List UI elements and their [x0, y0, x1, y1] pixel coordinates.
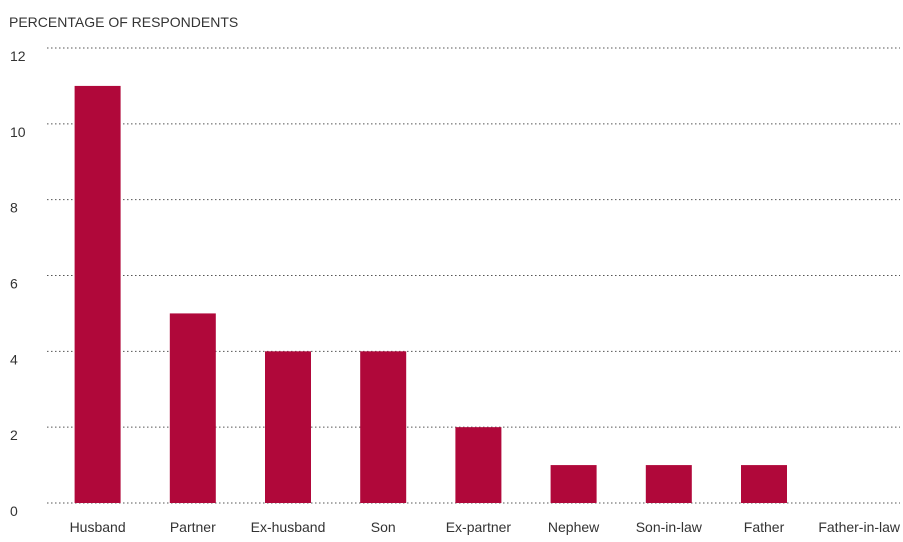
x-tick-label-father-in-law: Father-in-law: [818, 519, 901, 535]
bar-ex-partner: [455, 427, 502, 503]
bar-son: [360, 351, 407, 503]
y-tick-label-0: 0: [10, 503, 18, 519]
x-tick-label-ex-husband: Ex-husband: [251, 519, 326, 535]
x-tick-label-son-in-law: Son-in-law: [636, 519, 703, 535]
x-tick-label-ex-partner: Ex-partner: [446, 519, 512, 535]
x-tick-label-partner: Partner: [170, 519, 216, 535]
y-axis-title: PERCENTAGE OF RESPONDENTS: [9, 14, 238, 30]
bar-nephew: [550, 465, 597, 503]
bar-ex-husband: [265, 351, 311, 503]
bar-husband: [74, 85, 121, 504]
y-tick-label-8: 8: [10, 200, 18, 216]
x-tick-label-father: Father: [744, 519, 785, 535]
x-axis-ticks: Husband Partner Ex-husband Son Ex-partner Nep…: [70, 519, 901, 535]
bar-son-in-law: [645, 465, 692, 503]
y-tick-label-4: 4: [10, 351, 18, 367]
x-tick-label-son: Son: [371, 519, 396, 535]
x-tick-label-husband: Husband: [70, 519, 126, 535]
bar-father: [741, 465, 787, 503]
y-tick-label-12: 12: [10, 48, 26, 64]
y-axis-ticks: 0 2 4 6 8 10 12: [10, 48, 26, 519]
y-tick-label-10: 10: [10, 124, 26, 140]
x-tick-label-nephew: Nephew: [548, 519, 600, 535]
bar-partner: [169, 313, 216, 503]
y-tick-label-6: 6: [10, 276, 18, 292]
bars: [74, 85, 787, 504]
y-tick-label-2: 2: [10, 427, 18, 443]
